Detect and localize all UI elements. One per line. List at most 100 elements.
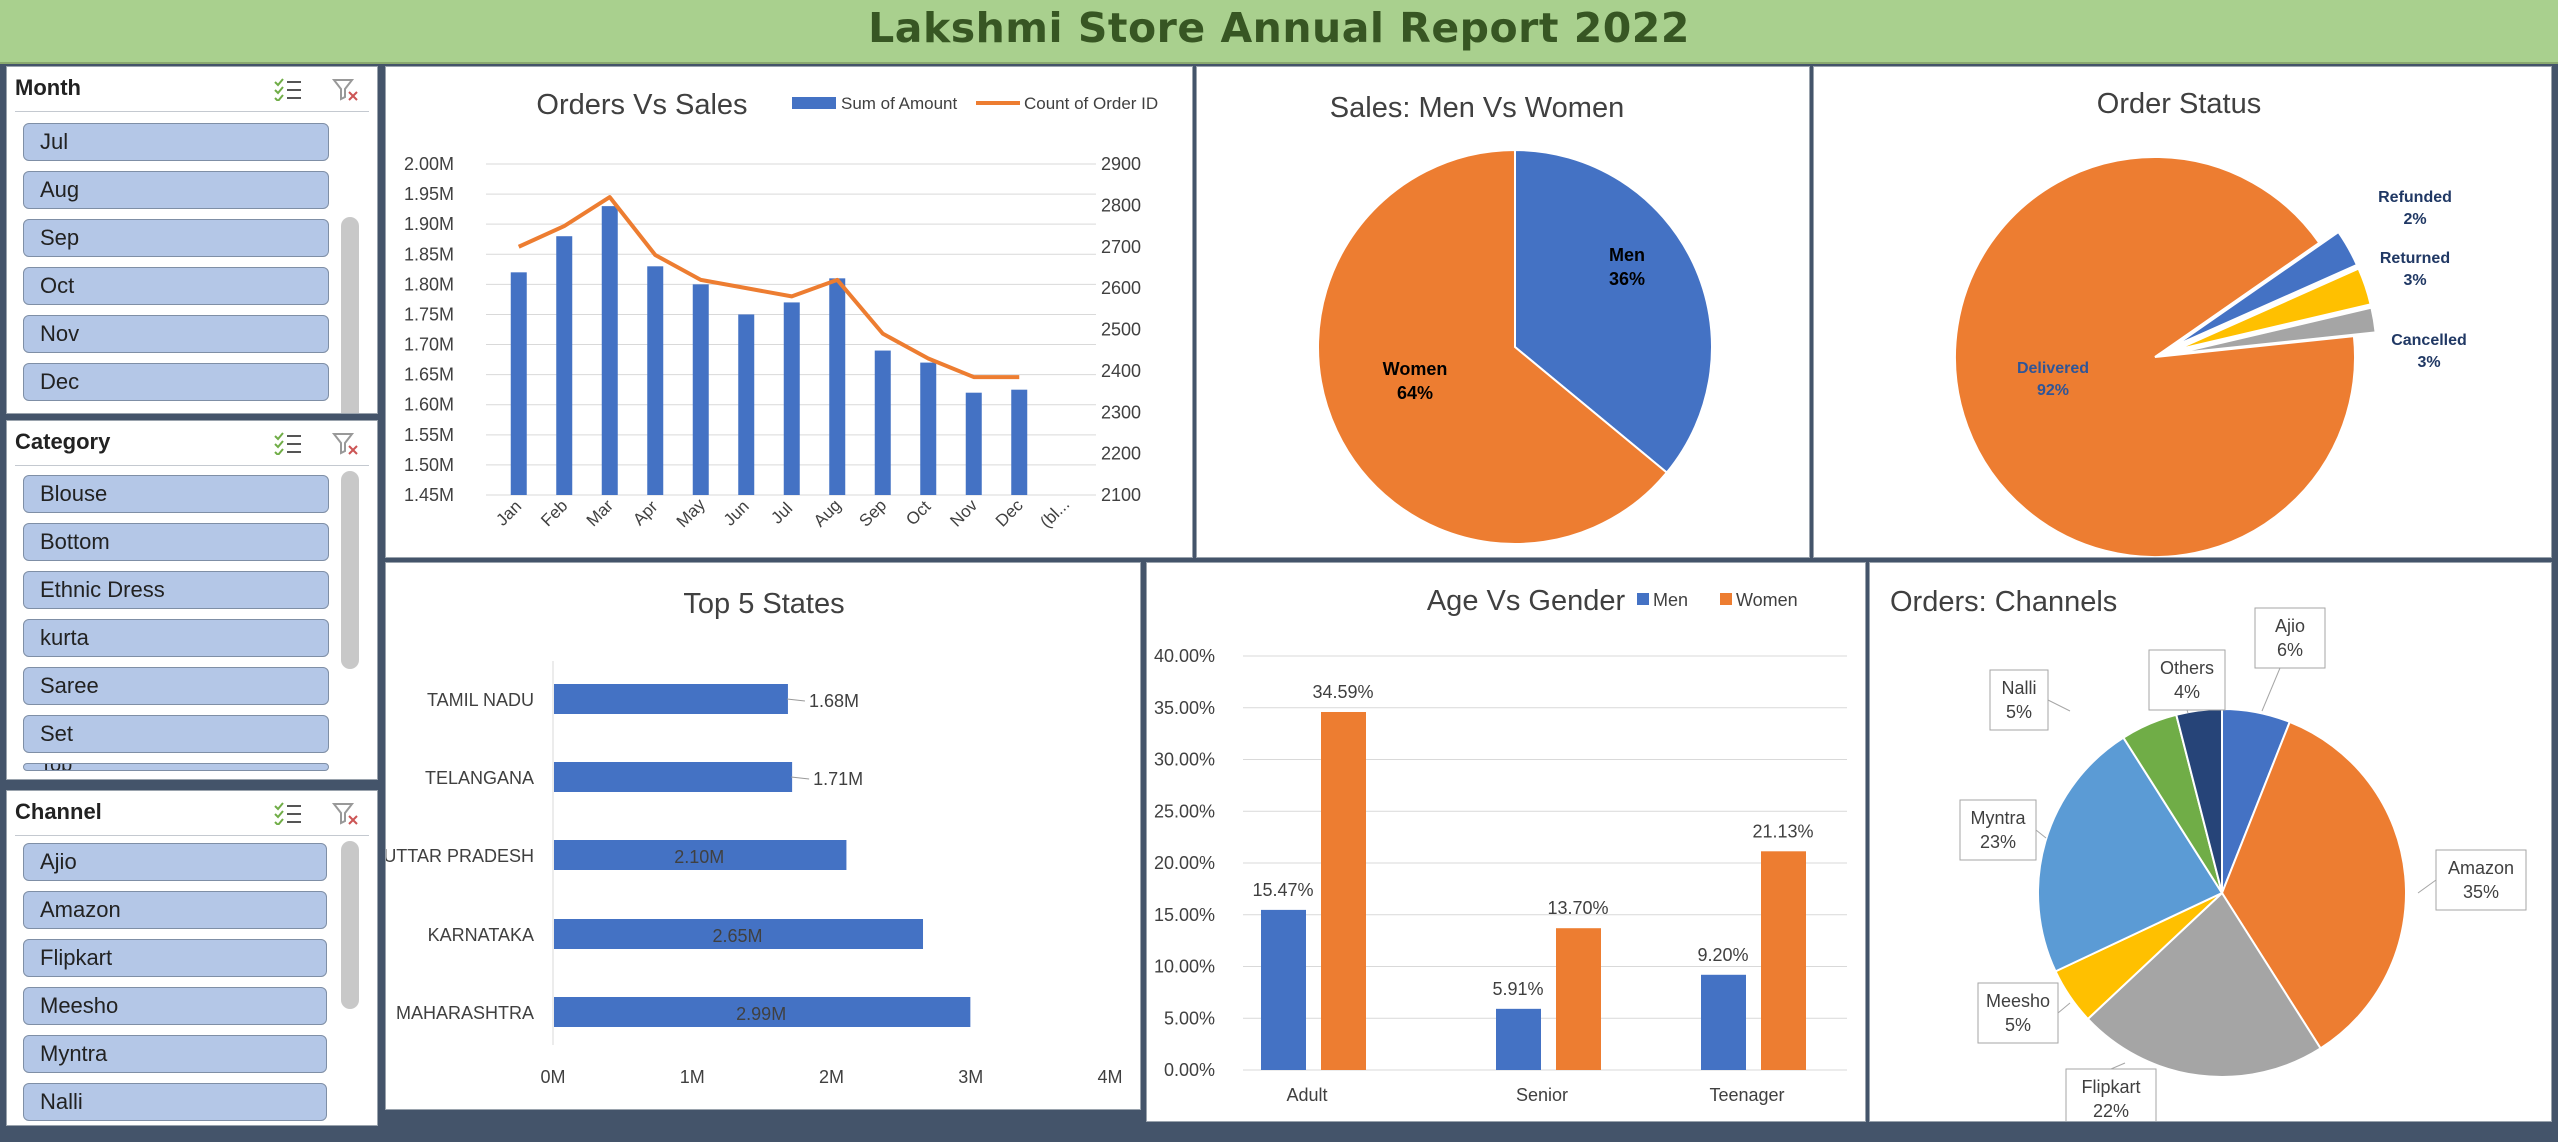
slicer-item[interactable]: Nov <box>23 315 329 353</box>
y2-tick-label: 2700 <box>1101 237 1141 257</box>
x-tick-label: Teenager <box>1709 1085 1784 1105</box>
slicer-item[interactable]: Flipkart <box>23 939 327 977</box>
data-label: Amazon <box>2448 858 2514 878</box>
orders-vs-sales-chart: Orders Vs Sales Sum of Amount Count of Ord… <box>404 89 1158 532</box>
slicer-item[interactable]: Blouse <box>23 475 329 513</box>
slicer-divider <box>15 111 369 112</box>
bar <box>874 350 891 495</box>
slicer-item[interactable]: Amazon <box>23 891 327 929</box>
leader-line <box>2417 879 2437 894</box>
leader-line <box>786 698 805 702</box>
y2-tick-label: 2900 <box>1101 154 1141 174</box>
bar <box>554 997 971 1027</box>
y-tick-label: 15.00% <box>1154 905 1215 925</box>
slicer-item[interactable]: Myntra <box>23 1035 327 1073</box>
leader-line <box>2186 709 2189 714</box>
data-label: 15.47% <box>1252 880 1313 900</box>
slicer-divider <box>15 465 369 466</box>
chart-title: Top 5 States <box>683 588 844 620</box>
leader-line <box>2110 1062 2126 1070</box>
y-tick-label: 1.75M <box>404 304 454 324</box>
multi-select-icon[interactable] <box>273 431 303 460</box>
bar <box>554 684 788 714</box>
orders-channels-panel: Orders: Channels Ajio 6% Amazon 35% Flipkart 2… <box>1869 562 2552 1122</box>
data-label: 1.71M <box>813 769 863 789</box>
x-tick-label: Feb <box>537 496 571 530</box>
clear-filter-icon[interactable] <box>331 77 361 106</box>
y-tick-label: 1.90M <box>404 214 454 234</box>
slicer-item[interactable]: Bottom <box>23 523 329 561</box>
chart-title: Orders Vs Sales <box>536 89 747 121</box>
slicer-item[interactable]: Top <box>23 763 329 771</box>
data-callout <box>2148 649 2226 711</box>
bar <box>1556 928 1601 1070</box>
legend-swatch-women <box>1720 593 1732 605</box>
bar <box>1761 851 1806 1070</box>
clear-filter-icon[interactable] <box>331 431 361 460</box>
y-tick-label: TELANGANA <box>425 768 534 788</box>
legend-label: Men <box>1653 590 1688 610</box>
pie-slice-myntra <box>2037 736 2224 973</box>
x-tick-label: 4M <box>1097 1067 1122 1087</box>
clear-filter-icon[interactable] <box>331 801 361 830</box>
y-tick-label: 1.80M <box>404 274 454 294</box>
slicer-item[interactable]: Ethnic Dress <box>23 571 329 609</box>
y-tick-label: UTTAR PRADESH <box>386 846 534 866</box>
slicer-item[interactable]: Saree <box>23 667 329 705</box>
x-tick-label: Jan <box>492 497 525 530</box>
legend-label: Women <box>1736 590 1798 610</box>
data-label: 3% <box>2417 354 2440 371</box>
bar <box>783 302 800 495</box>
y-tick-label: 0.00% <box>1164 1060 1215 1080</box>
pie-slice-delivered <box>1954 156 2356 557</box>
data-label: 2% <box>2403 211 2426 228</box>
bar <box>738 314 755 495</box>
data-callout <box>1989 669 2049 731</box>
slicer-item[interactable]: Sep <box>23 219 329 257</box>
slicer-category: Category Blouse Bottom Ethnic Dress kurta Sar… <box>6 420 378 780</box>
slicer-item[interactable]: Oct <box>23 267 329 305</box>
legend-label: Count of Order ID <box>1024 94 1158 113</box>
slicer-item[interactable]: Set <box>23 715 329 753</box>
pie-slice-amazon <box>2220 720 2407 1050</box>
data-label: Delivered <box>2017 360 2089 377</box>
multi-select-icon[interactable] <box>273 77 303 106</box>
slicer-item[interactable]: kurta <box>23 619 329 657</box>
data-label: 4% <box>2174 682 2200 702</box>
chart-title: Orders: Channels <box>1890 586 2117 618</box>
slicer-item[interactable]: Nalli <box>23 1083 327 1121</box>
bar <box>1321 711 1366 1070</box>
title-banner: Lakshmi Store Annual Report 2022 <box>0 0 2558 64</box>
slicer-scrollbar[interactable] <box>341 841 359 1009</box>
x-tick-label: Dec <box>992 495 1027 530</box>
data-label: 13.70% <box>1547 898 1608 918</box>
x-tick-label: 3M <box>958 1067 983 1087</box>
data-label: 9.20% <box>1697 945 1748 965</box>
orders-channels-chart: Orders: Channels Ajio 6% Amazon 35% Flipkart 2… <box>1890 586 2527 1121</box>
data-callout <box>2254 607 2326 669</box>
data-label: 22% <box>2093 1101 2129 1121</box>
slicer-item[interactable]: Dec <box>23 363 329 401</box>
slicer-item[interactable]: Ajio <box>23 843 327 881</box>
bar <box>556 236 573 495</box>
data-callout <box>1977 982 2059 1044</box>
slicer-scrollbar[interactable] <box>341 217 359 413</box>
slicer-item[interactable]: Aug <box>23 171 329 209</box>
bar <box>965 392 982 495</box>
slicer-item[interactable]: Meesho <box>23 987 327 1025</box>
data-label: Refunded <box>2378 189 2452 206</box>
multi-select-icon[interactable] <box>273 801 303 830</box>
slicer-channel: Channel Ajio Amazon Flipkart Meesho Myntra Nal… <box>6 790 378 1126</box>
data-label: Nalli <box>2001 678 2036 698</box>
slicer-scrollbar[interactable] <box>341 471 359 669</box>
top5-states-panel: Top 5 States 0M 1M 2M 3M 4M TAMIL NADU 1.68M TEL… <box>385 562 1141 1110</box>
y-tick-label: 2.00M <box>404 154 454 174</box>
slicer-item[interactable]: Jul <box>23 123 329 161</box>
y2-tick-label: 2600 <box>1101 278 1141 298</box>
y-tick-label: 1.95M <box>404 184 454 204</box>
bar <box>692 284 709 495</box>
y-tick-label: 1.45M <box>404 485 454 505</box>
data-label: Ajio <box>2275 616 2305 636</box>
bar <box>1261 909 1306 1070</box>
bar <box>510 272 527 495</box>
